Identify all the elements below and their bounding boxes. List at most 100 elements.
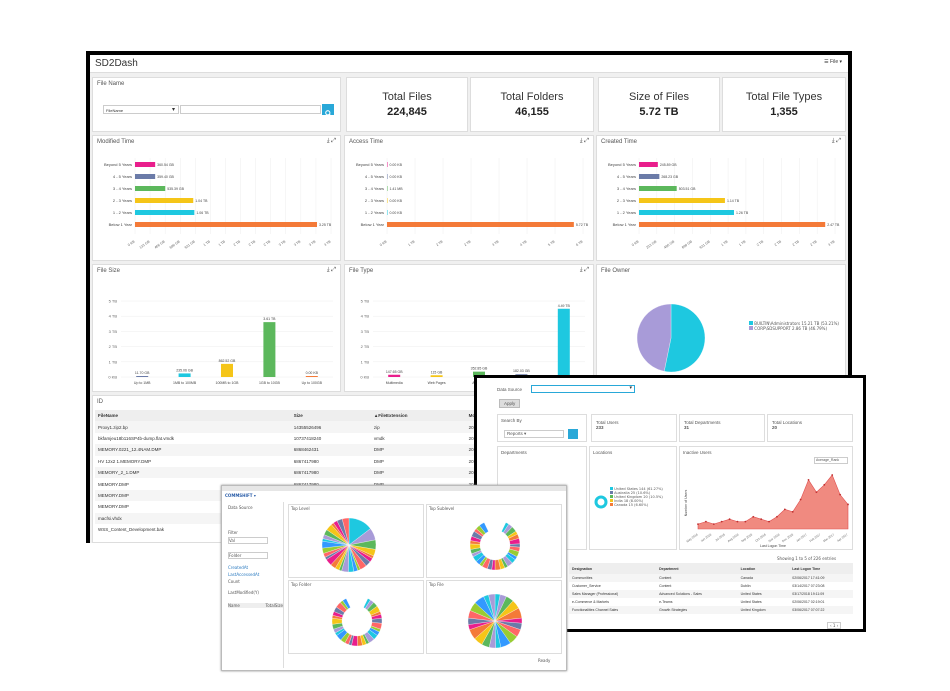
data-point (752, 515, 755, 518)
sidebar-select[interactable]: Folder (228, 552, 268, 559)
kpi-label: Total Files (382, 91, 432, 103)
tick-label: Sep 2016 (740, 532, 753, 543)
sidebar-table-header: Name TotalSize (228, 603, 283, 608)
tick-label: 3 TB (323, 239, 332, 247)
column-header[interactable]: Department (656, 563, 738, 575)
download-icon[interactable]: ⤓ ⤢ (831, 138, 841, 144)
tick-label: 2 TB (263, 239, 272, 247)
sidebar-link[interactable]: Count (228, 579, 240, 584)
bar (178, 373, 191, 377)
file-name-search-button[interactable] (322, 104, 334, 117)
data-label: 3.25 TB (319, 223, 332, 227)
tick-label: 2 TB (809, 239, 818, 247)
category-label: 2 - 3 Years (113, 198, 132, 203)
bar (387, 210, 388, 215)
column-header[interactable]: FileName (95, 410, 291, 422)
data-point (807, 479, 810, 481)
data-label: 147.65 GB (386, 370, 403, 374)
column-header: Name (228, 603, 240, 608)
download-icon[interactable]: ⤓ ⤢ (579, 267, 589, 273)
tick-label: 931 GB (699, 239, 712, 249)
data-label: 115 GB (431, 370, 443, 374)
pie-slice (341, 517, 350, 546)
table-cell: 6868462431 (290, 444, 371, 456)
panel-title: Access Time (349, 139, 384, 145)
panel-title: Created Time (601, 139, 638, 145)
bar (135, 174, 156, 179)
table-row[interactable]: Communities Content Canada 02/06/2017 17:41… (569, 574, 853, 583)
column-header[interactable]: Last Logon Time (789, 563, 853, 575)
column-header[interactable]: ▲FileExtension (370, 410, 466, 422)
tick-label: 2 TB (109, 344, 118, 349)
pagination[interactable]: ‹ 1 › (827, 622, 842, 629)
kpi-value: 31 (684, 425, 690, 430)
file-size-panel: File Size ⤓ ⤢ 5 TB 4 TB 3 TB 2 TB 1 TB 0 KB 11.7… (92, 264, 341, 392)
bar (639, 162, 658, 167)
tick-label: 931 GB (184, 239, 197, 249)
sidebar-link[interactable]: LastAccessedAt (228, 572, 260, 577)
pie-slice (636, 303, 672, 372)
kpi-value: 224,845 (387, 106, 427, 118)
download-icon[interactable]: ⤓ ⤢ (326, 267, 336, 273)
column-header[interactable]: Size (290, 410, 371, 422)
sidebar-link[interactable]: CreatedAt (228, 565, 249, 570)
table-cell: 02/06/2017 17:41:09 (789, 574, 853, 583)
tick-label: 3 TB (308, 239, 317, 247)
tick-label: Oct 2016 (754, 532, 767, 542)
axis-label: Last Logon Time (760, 544, 786, 548)
apply-button[interactable]: Apply (499, 399, 521, 408)
sidebar-sub: LastModified(Y) (228, 590, 259, 595)
table-row[interactable]: Customer_Service Content Dublin 03/14/2017 … (569, 582, 853, 590)
data-label: 1.04 TB (195, 199, 208, 203)
column-header[interactable]: Designation (569, 563, 657, 575)
bar (305, 376, 318, 377)
data-label: 1.14 TB (727, 199, 740, 203)
category-label: 3 - 4 Years (113, 186, 132, 191)
table-title: ID (97, 399, 103, 405)
table-row[interactable]: Functionalities Channel Sales Growth Stra… (569, 606, 853, 615)
table-row[interactable]: Sales Manager (Professional) Advanced Sol… (569, 590, 853, 599)
category-label: 1GB to 10GB (259, 381, 280, 385)
table-cell: 10737418240 (293, 435, 322, 441)
panel-top-sublevel: Top Sublevel (426, 504, 562, 578)
app-title[interactable]: COMMSHIFT ▾ (225, 493, 256, 498)
file-type-panel: File Type ⤓ ⤢ 5 TB 4 TB 3 TB 2 TB 1 TB 0 KB 147.… (344, 264, 594, 392)
search-by-button[interactable] (568, 429, 578, 439)
bar (387, 162, 388, 167)
legend-item: CORP\SDSUPPORT 2.86 TB (46.79%) (749, 326, 844, 331)
data-label: 245.89 GB (660, 163, 677, 167)
entries-count: Showing 1 to 5 of 226 entries (777, 556, 837, 561)
bar (135, 186, 166, 191)
panel-top-file: Top File (426, 580, 562, 654)
tick-label: May 2016 (685, 532, 698, 543)
table-cell: MEMORY.DMP (95, 489, 291, 502)
kpi-total-folders: Total Folders 46,155 (470, 77, 594, 132)
file-name-search-input[interactable] (180, 105, 321, 114)
tick-label: 2 TB (435, 239, 444, 247)
column-header[interactable]: Location (737, 563, 790, 575)
legend-item: United States 144 (61.27%) (610, 487, 676, 491)
tick-label: 133 GB (139, 239, 152, 249)
bar (263, 322, 276, 377)
sidebar-select[interactable]: Val (228, 537, 268, 544)
data-label: 5.72 TB (576, 223, 589, 227)
search-by-select[interactable]: Reports ▾ (504, 430, 564, 438)
header-menu-button[interactable]: ☰ File ▾ (824, 59, 842, 65)
download-icon[interactable]: ⤓ ⤢ (326, 138, 336, 144)
search-by-box: Search By Reports ▾ (497, 414, 587, 442)
panel-top-folder: Top Folder (288, 580, 424, 654)
kpi-value: 20 (772, 425, 778, 430)
table-row[interactable]: e-Commerce & Markets e-Teams United States… (569, 598, 853, 606)
tick-label: 3 TB (491, 239, 500, 247)
table-cell: DMP (370, 444, 466, 456)
category-label: 1MB to 100MB (173, 381, 197, 385)
tick-label: Jul 2016 (714, 532, 726, 542)
file-name-select[interactable]: FileName ▾ (103, 105, 179, 114)
table-cell: Functionalities Channel Sales (569, 606, 657, 615)
rank-select[interactable]: Average_Rank (814, 457, 848, 464)
table-cell: 03/06/2017 07:07:22 (789, 606, 853, 615)
download-icon[interactable]: ⤓ ⤢ (579, 138, 589, 144)
data-source-select[interactable]: ▾ (531, 385, 635, 393)
tick-label: 699 GB (169, 239, 182, 249)
locations-legend: United States 144 (61.27%) Australia 25 … (610, 487, 676, 507)
